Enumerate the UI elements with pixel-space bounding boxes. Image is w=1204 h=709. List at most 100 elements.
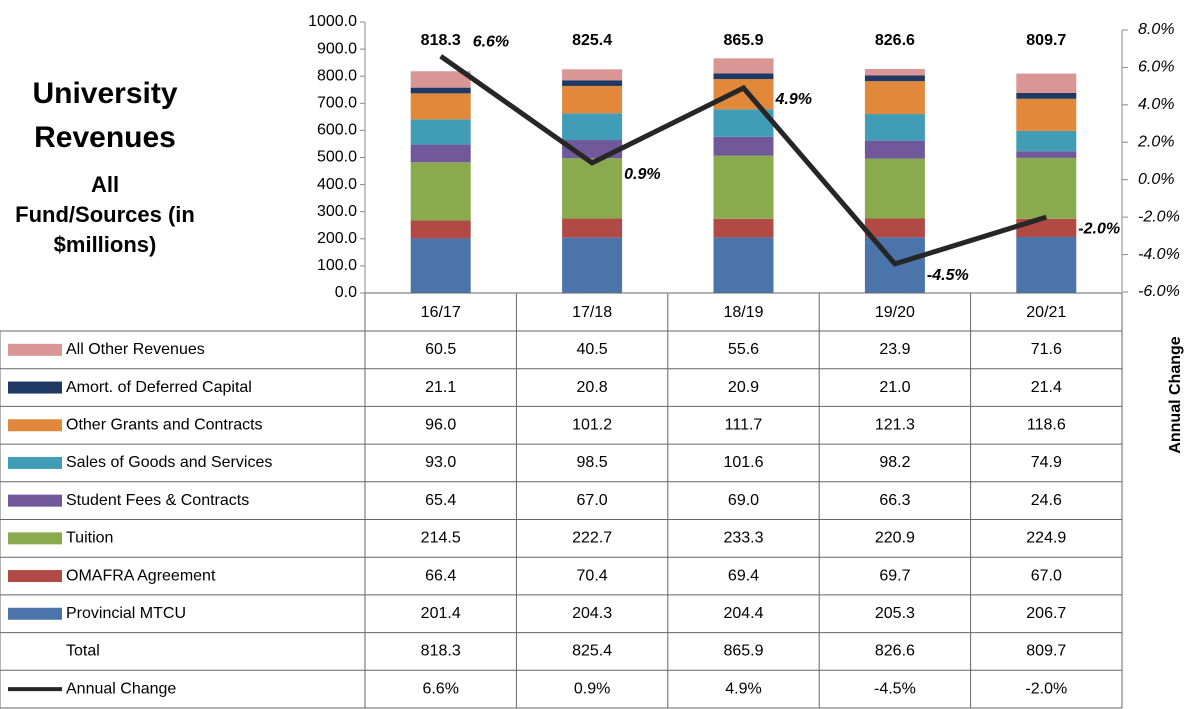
legend-swatch: [8, 532, 62, 545]
table-cell: 809.7: [1026, 643, 1066, 660]
y2-tick-label: 2.0%: [1137, 134, 1174, 151]
table-cell: 69.7: [879, 567, 910, 584]
table-cell: 20.8: [577, 379, 608, 396]
y-tick-label: 200.0: [317, 230, 357, 247]
table-cell: -4.5%: [874, 680, 916, 697]
legend-label: All Other Revenues: [66, 341, 205, 358]
bar-segment: [864, 75, 925, 82]
x-tick-label: 19/20: [875, 304, 915, 321]
legend-label: Sales of Goods and Services: [66, 454, 272, 471]
bar-segment: [410, 71, 471, 88]
bar-segment: [864, 140, 925, 159]
y-tick-label: 800.0: [317, 67, 357, 84]
table-cell: 66.4: [425, 567, 456, 584]
total-label: 809.7: [1026, 32, 1066, 49]
line-label: 6.6%: [473, 33, 509, 50]
bar-segment: [864, 114, 925, 141]
table-cell: 93.0: [425, 454, 456, 471]
total-label: 826.6: [875, 32, 915, 49]
bar-segment: [410, 119, 471, 145]
bar-segment: [410, 93, 471, 120]
table-cell: 825.4: [572, 643, 612, 660]
y-tick-label: 700.0: [317, 95, 357, 112]
chart-subtitle: All Fund/Sources (in $millions): [15, 172, 195, 257]
table-cell: 98.5: [577, 454, 608, 471]
bar-segment: [1016, 98, 1077, 131]
y-tick-label: 1000.0: [308, 13, 357, 30]
bar-segment: [410, 87, 471, 94]
bar-segment: [562, 158, 623, 219]
bar-segment: [713, 218, 774, 238]
table-cell: 66.3: [879, 492, 910, 509]
legend-label: Tuition: [66, 530, 113, 547]
y2-tick-label: 8.0%: [1138, 21, 1174, 38]
table-cell: 826.6: [875, 643, 915, 660]
table-cell: 71.6: [1031, 341, 1062, 358]
bar-segment: [713, 58, 774, 74]
table-cell: 118.6: [1027, 416, 1066, 433]
x-tick-label: 18/19: [723, 304, 763, 321]
line-label: 4.9%: [775, 91, 812, 108]
table-cell: 214.5: [421, 530, 461, 547]
bar-segment: [410, 144, 471, 163]
bar-segment: [562, 218, 623, 238]
table-cell: 67.0: [577, 492, 608, 509]
table-cell: 101.2: [572, 416, 612, 433]
table-cell: 101.6: [723, 454, 763, 471]
subtitle-box: All Fund/Sources (in $millions): [10, 170, 200, 260]
table-cell: 70.4: [577, 567, 608, 584]
y2-tick-label: 6.0%: [1138, 59, 1174, 76]
table-cell: 818.3: [421, 643, 461, 660]
x-tick-label: 16/17: [421, 304, 461, 321]
table-cell: 4.9%: [725, 680, 761, 697]
y2-axis-label: Annual Change: [1167, 336, 1184, 453]
legend-swatch: [8, 570, 62, 583]
legend-label: OMAFRA Agreement: [66, 567, 216, 584]
bar-segment: [1016, 157, 1077, 219]
table-cell: 865.9: [723, 643, 763, 660]
legend-label: Student Fees & Contracts: [66, 492, 249, 509]
bar-segment: [713, 237, 774, 293]
bar-segment: [713, 136, 774, 156]
table-cell: 67.0: [1031, 567, 1062, 584]
bar-segment: [410, 162, 471, 221]
y2-tick-label: -6.0%: [1138, 283, 1180, 300]
y-tick-label: 500.0: [317, 149, 357, 166]
table-cell: 201.4: [421, 605, 461, 622]
bar-segment: [1016, 73, 1077, 93]
table-cell: 0.9%: [574, 680, 610, 697]
legend-swatch: [8, 494, 62, 507]
total-label: 825.4: [572, 32, 612, 49]
y-tick-label: 600.0: [317, 122, 357, 139]
bar-segment: [410, 238, 471, 293]
legend-swatch: [8, 381, 62, 394]
total-label: 865.9: [723, 32, 763, 49]
table-cell: 204.4: [723, 605, 763, 622]
legend-swatch: [8, 343, 62, 356]
y2-tick-label: 4.0%: [1138, 96, 1174, 113]
table-cell: 222.7: [572, 530, 612, 547]
table-cell: 6.6%: [422, 680, 458, 697]
bar-segment: [1016, 151, 1077, 158]
table-cell: 24.6: [1031, 492, 1062, 509]
table-cell: 96.0: [425, 416, 456, 433]
legend-swatch: [8, 607, 62, 620]
legend-label: Amort. of Deferred Capital: [66, 379, 252, 396]
bar-segment: [864, 81, 925, 115]
bar-segment: [562, 113, 623, 141]
bar-segment: [713, 79, 774, 110]
x-tick-label: 20/21: [1026, 304, 1066, 321]
y2-tick-label: -2.0%: [1138, 208, 1180, 225]
table-cell: 206.7: [1026, 605, 1066, 622]
table-cell: 60.5: [425, 341, 456, 358]
legend-label: Other Grants and Contracts: [66, 416, 263, 433]
y-tick-label: 100.0: [317, 257, 357, 274]
y-tick-label: 300.0: [317, 203, 357, 220]
table-cell: 220.9: [875, 530, 915, 547]
bar-segment: [713, 73, 774, 80]
table-cell: 204.3: [572, 605, 612, 622]
table-cell: 65.4: [425, 492, 456, 509]
bar-segment: [410, 220, 471, 239]
bar-segment: [1016, 92, 1077, 99]
